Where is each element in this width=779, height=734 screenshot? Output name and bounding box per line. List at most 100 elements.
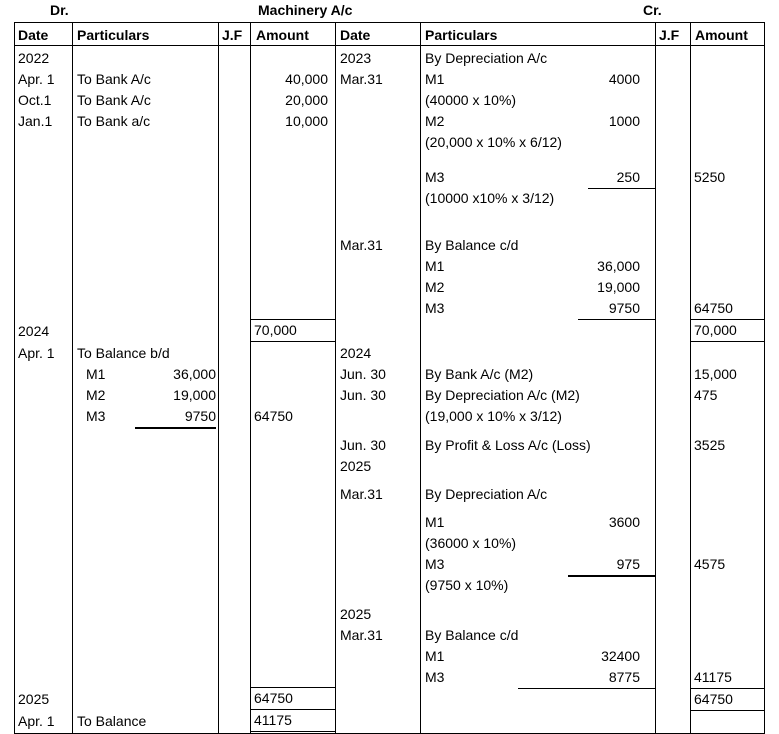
debit-row2-particulars: To Bank A/c — [77, 92, 151, 108]
credit-balance-cd-date: Mar.31 — [340, 237, 383, 253]
debit-bd-m2-value: 19,000 — [173, 387, 216, 403]
credit-bank-amount: 15,000 — [694, 366, 737, 382]
credit-balance-cd-heading: By Balance c/d — [425, 237, 519, 253]
credit-cd2-heading: By Balance c/d — [425, 627, 519, 643]
debit-row3-particulars: To Bank a/c — [77, 113, 151, 129]
debit-year-2022: 2022 — [18, 50, 50, 66]
credit-total1-bottom-rule — [690, 341, 765, 342]
debit-bd-subtotal-rule — [135, 427, 216, 429]
debit-row3-date: Jan.1 — [18, 113, 53, 129]
debit-total1-top-rule — [250, 319, 335, 320]
credit-total1-amount: 70,000 — [694, 322, 737, 338]
debit-row3-amount: 10,000 — [285, 113, 328, 129]
credit-year-2023: 2023 — [340, 50, 372, 66]
credit-dep-subtotal-rule — [588, 188, 655, 189]
header-jf-right: J.F — [659, 27, 680, 43]
debit-year-2024: 2024 — [18, 323, 50, 339]
credit-bank-date: Jun. 30 — [340, 366, 386, 382]
credit-dep2-total-amount: 4575 — [694, 556, 726, 572]
credit-dep2-m3-note: (9750 x 10%) — [425, 577, 509, 593]
credit-side-caption: Cr. — [643, 2, 662, 18]
debit-row5-particulars: To Balance — [77, 713, 147, 729]
credit-dep2-m3-value: 975 — [616, 556, 640, 572]
debit-row2-date: Oct.1 — [18, 92, 52, 108]
debit-balance-bottom-rule — [250, 731, 335, 732]
credit-dep-m3-value: 250 — [616, 169, 640, 185]
credit-cd2-m3-value: 8775 — [608, 669, 640, 685]
credit-dep-total-amount: 5250 — [694, 169, 726, 185]
debit-bd-m3-label: M3 — [86, 408, 106, 424]
credit-dep2-heading: By Depreciation A/c — [425, 486, 548, 502]
debit-row5-date: Apr. 1 — [18, 713, 55, 729]
header-bottom-border — [14, 45, 765, 46]
debit-total2-bottom-rule — [250, 709, 335, 710]
credit-dep2-m1-label: M1 — [425, 514, 445, 530]
header-particulars-right: Particulars — [425, 27, 498, 43]
credit-cd-total-amount: 64750 — [694, 300, 733, 316]
col-sep-particulars-jf — [218, 22, 219, 733]
credit-year-2025-dep: 2025 — [340, 458, 372, 474]
credit-dep-m2-label: M2 — [425, 113, 445, 129]
credit-total2-bottom-rule — [690, 710, 765, 711]
col-sep-jf2-amount2 — [690, 22, 691, 733]
debit-row1-amount: 40,000 — [285, 71, 328, 87]
credit-year-2025-cd: 2025 — [340, 606, 372, 622]
credit-loss-amount: 3525 — [694, 437, 726, 453]
credit-dep-m3-note: (10000 x10% x 3/12) — [425, 190, 555, 206]
credit-cd-m1-value: 36,000 — [597, 258, 640, 274]
credit-dep-m2-value: 1000 — [608, 113, 640, 129]
debit-year-2025: 2025 — [18, 691, 50, 707]
credit-dep-m2-note: (20,000 x 10% x 6/12) — [425, 134, 562, 150]
header-particulars-left: Particulars — [77, 27, 150, 43]
col-sep-date-particulars — [72, 22, 73, 733]
credit-dep-m2-date: Jun. 30 — [340, 387, 386, 403]
credit-cd-m2-label: M2 — [425, 279, 445, 295]
credit-cd-subtotal-rule — [578, 319, 655, 320]
header-date-left: Date — [18, 27, 49, 43]
credit-dep-m2-calc-note: (19,000 x 10% x 3/12) — [425, 408, 562, 424]
debit-row1-date: Apr. 1 — [18, 71, 55, 87]
credit-dep2-m1-note: (36000 x 10%) — [425, 535, 517, 551]
credit-cd2-date: Mar.31 — [340, 627, 383, 643]
credit-dep-m2-amount: 475 — [694, 387, 718, 403]
col-sep-amount-date2 — [335, 22, 336, 733]
debit-bd-total-amount: 64750 — [254, 408, 293, 424]
debit-bd-m2-label: M2 — [86, 387, 106, 403]
debit-bd-m1-label: M1 — [86, 366, 106, 382]
frame-left-border — [14, 22, 15, 733]
credit-cd-m3-label: M3 — [425, 300, 445, 316]
header-jf-left: J.F — [222, 27, 243, 43]
credit-block1-date: Mar.31 — [340, 71, 383, 87]
debit-row4-particulars: To Balance b/d — [77, 345, 170, 361]
credit-cd2-total-amount: 41175 — [694, 669, 732, 685]
ledger-account-title: Machinery A/c — [258, 2, 353, 18]
credit-bank-particulars: By Bank A/c (M2) — [425, 366, 534, 382]
table-top-border — [14, 22, 765, 23]
debit-row1-particulars: To Bank A/c — [77, 71, 151, 87]
header-date-right: Date — [340, 27, 371, 43]
credit-loss-date: Jun. 30 — [340, 437, 386, 453]
credit-cd2-m3-label: M3 — [425, 669, 445, 685]
col-sep-jf-amount — [250, 22, 251, 733]
credit-cd2-m1-value: 32400 — [601, 648, 640, 664]
credit-total2-top-rule — [690, 688, 765, 689]
credit-cd2-subtotal-rule — [518, 688, 655, 689]
credit-dep-m1-note: (40000 x 10%) — [425, 92, 517, 108]
credit-total1-top-rule — [690, 319, 765, 320]
credit-dep2-m3-label: M3 — [425, 556, 445, 572]
credit-dep-heading: By Depreciation A/c — [425, 50, 548, 66]
debit-row4-date: Apr. 1 — [18, 345, 55, 361]
debit-total1-amount: 70,000 — [254, 322, 297, 338]
header-amount-right: Amount — [695, 27, 748, 43]
credit-dep-m1-label: M1 — [425, 71, 445, 87]
frame-right-border — [764, 22, 765, 733]
credit-cd2-m1-label: M1 — [425, 648, 445, 664]
credit-dep-m3-label: M3 — [425, 169, 445, 185]
credit-dep-m2-particulars: By Depreciation A/c (M2) — [425, 387, 580, 403]
credit-dep2-subtotal-rule — [568, 575, 655, 577]
header-amount-left: Amount — [256, 27, 309, 43]
col-sep-particulars2-jf2 — [655, 22, 656, 733]
credit-dep-m1-value: 4000 — [608, 71, 640, 87]
debit-total1-bottom-rule — [250, 341, 335, 342]
